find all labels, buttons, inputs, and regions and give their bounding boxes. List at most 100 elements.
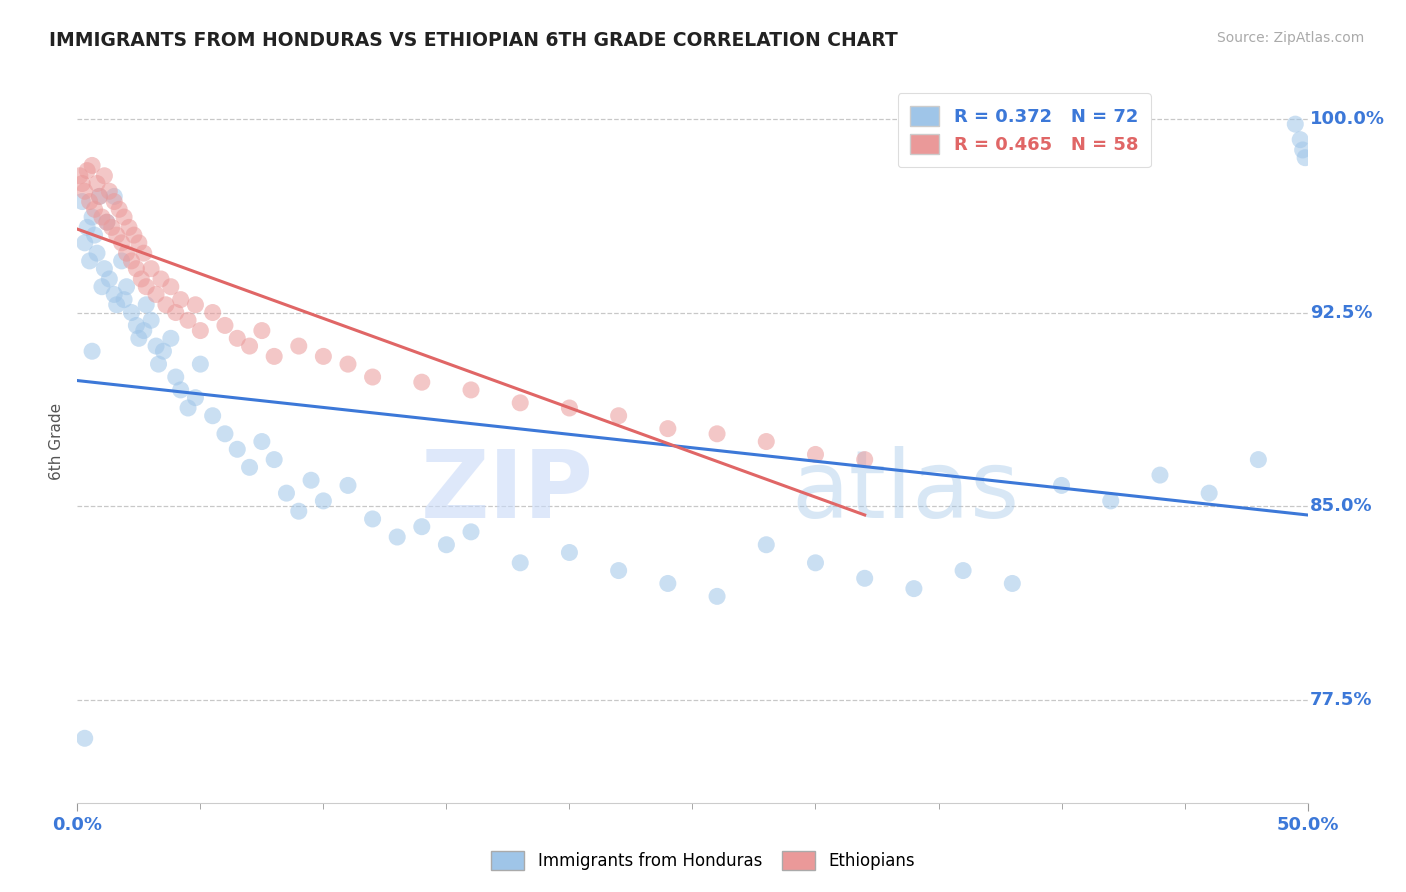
Point bbox=[98, 272, 121, 286]
Point bbox=[150, 272, 173, 286]
Point bbox=[82, 344, 104, 359]
Point bbox=[135, 298, 157, 312]
Point bbox=[132, 246, 155, 260]
Point bbox=[82, 210, 104, 224]
Point bbox=[436, 538, 458, 552]
Point bbox=[509, 556, 531, 570]
Point bbox=[657, 422, 679, 436]
Point bbox=[263, 350, 285, 364]
Point bbox=[73, 184, 96, 198]
Point bbox=[129, 272, 153, 286]
Point bbox=[93, 261, 115, 276]
Point bbox=[1294, 151, 1316, 165]
Point bbox=[93, 169, 115, 183]
Point bbox=[103, 194, 125, 209]
Point bbox=[460, 383, 482, 397]
Point bbox=[165, 370, 187, 384]
Point bbox=[1247, 452, 1270, 467]
Point bbox=[125, 261, 148, 276]
Point bbox=[1001, 576, 1024, 591]
Point bbox=[141, 261, 163, 276]
Point bbox=[250, 434, 273, 449]
Point bbox=[89, 189, 111, 203]
Point bbox=[177, 401, 200, 415]
Point bbox=[103, 287, 125, 301]
Point bbox=[79, 194, 101, 209]
Point bbox=[558, 545, 581, 559]
Point bbox=[276, 486, 298, 500]
Point bbox=[239, 339, 262, 353]
Point bbox=[132, 324, 155, 338]
Point bbox=[804, 447, 827, 461]
Point bbox=[607, 409, 630, 423]
Point bbox=[188, 357, 212, 371]
Point bbox=[361, 512, 384, 526]
Point bbox=[86, 177, 108, 191]
Point bbox=[385, 530, 409, 544]
Point bbox=[89, 189, 111, 203]
Point bbox=[201, 409, 224, 423]
Point bbox=[1099, 494, 1122, 508]
Point bbox=[1149, 468, 1171, 483]
Point bbox=[96, 215, 118, 229]
Point bbox=[115, 246, 138, 260]
Point bbox=[76, 163, 98, 178]
Point bbox=[201, 305, 224, 319]
Point bbox=[184, 298, 207, 312]
Point bbox=[152, 344, 174, 359]
Point bbox=[155, 298, 177, 312]
Point bbox=[558, 401, 581, 415]
Point bbox=[188, 324, 212, 338]
Text: 85.0%: 85.0% bbox=[1310, 497, 1372, 515]
Point bbox=[121, 305, 143, 319]
Point bbox=[73, 731, 96, 746]
Point bbox=[145, 339, 167, 353]
Point bbox=[82, 158, 104, 172]
Point bbox=[657, 576, 679, 591]
Point bbox=[460, 524, 482, 539]
Point bbox=[86, 246, 108, 260]
Point bbox=[214, 426, 236, 441]
Point bbox=[706, 590, 728, 604]
Text: 100.0%: 100.0% bbox=[1310, 110, 1385, 128]
Point bbox=[952, 564, 974, 578]
Point bbox=[263, 452, 285, 467]
Point bbox=[755, 538, 778, 552]
Text: ZIP: ZIP bbox=[422, 446, 595, 538]
Point bbox=[128, 235, 150, 250]
Point bbox=[226, 442, 249, 457]
Point bbox=[135, 279, 157, 293]
Point bbox=[288, 339, 311, 353]
Point bbox=[160, 331, 183, 345]
Point bbox=[101, 220, 124, 235]
Point bbox=[288, 504, 311, 518]
Point bbox=[165, 305, 187, 319]
Y-axis label: 6th Grade: 6th Grade bbox=[49, 403, 65, 480]
Point bbox=[128, 331, 150, 345]
Point bbox=[170, 293, 193, 307]
Point bbox=[1292, 143, 1315, 157]
Point bbox=[160, 279, 183, 293]
Point bbox=[141, 313, 163, 327]
Point bbox=[125, 318, 148, 333]
Point bbox=[112, 210, 135, 224]
Point bbox=[1289, 133, 1312, 147]
Point bbox=[118, 220, 141, 235]
Text: Source: ZipAtlas.com: Source: ZipAtlas.com bbox=[1216, 31, 1364, 45]
Point bbox=[111, 235, 132, 250]
Point bbox=[121, 253, 143, 268]
Point bbox=[239, 460, 262, 475]
Point bbox=[361, 370, 384, 384]
Text: atlas: atlas bbox=[792, 446, 1019, 538]
Point bbox=[103, 189, 125, 203]
Point bbox=[79, 253, 101, 268]
Point bbox=[337, 478, 360, 492]
Point bbox=[73, 235, 96, 250]
Point bbox=[250, 324, 273, 338]
Point bbox=[177, 313, 200, 327]
Point bbox=[83, 228, 105, 243]
Point bbox=[1284, 117, 1306, 131]
Point bbox=[148, 357, 170, 371]
Text: 77.5%: 77.5% bbox=[1310, 690, 1372, 708]
Legend: Immigrants from Honduras, Ethiopians: Immigrants from Honduras, Ethiopians bbox=[484, 844, 922, 877]
